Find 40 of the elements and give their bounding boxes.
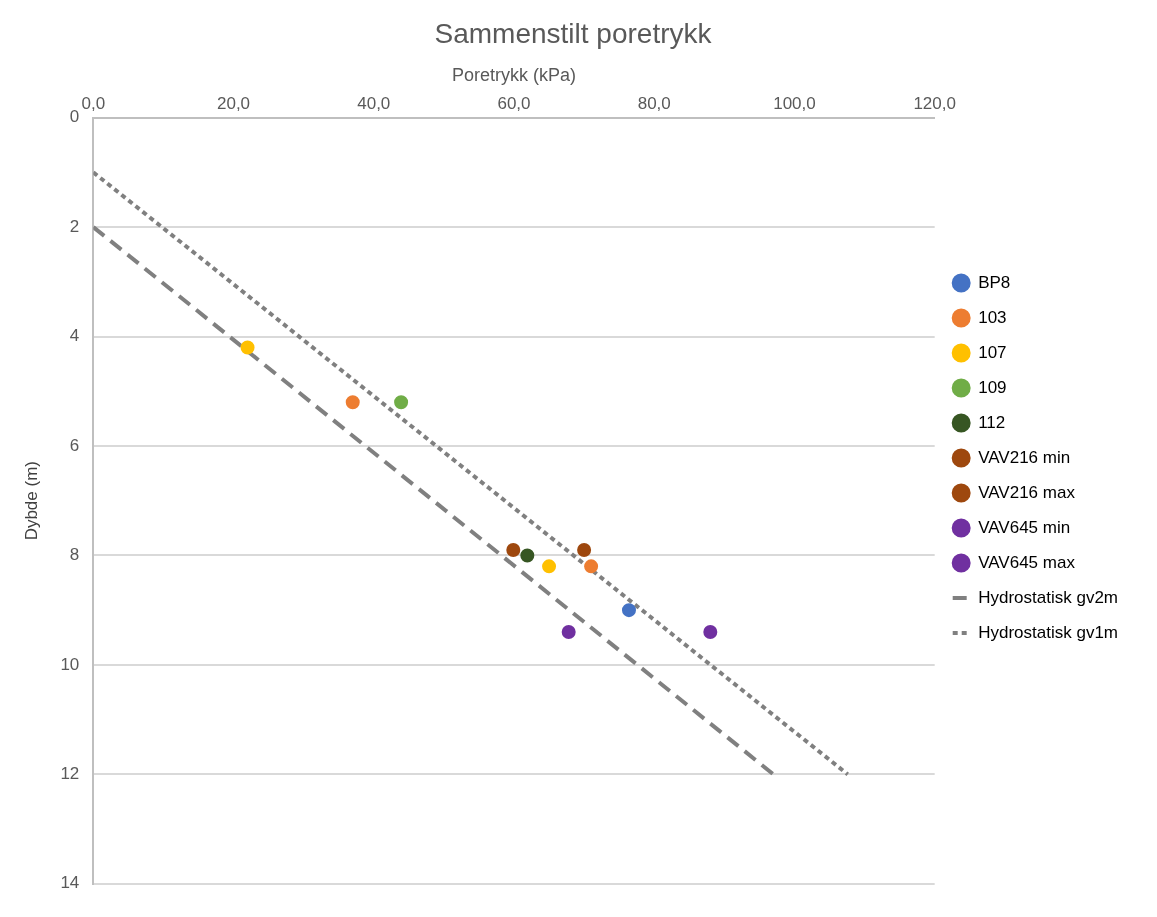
y-tick-label: 14 [60, 873, 80, 893]
legend-label: VAV216 max [978, 482, 1076, 502]
x-axis-title: Poretrykk (kPa) [451, 65, 577, 86]
legend-label: 112 [978, 412, 1006, 432]
x-tick-label: 100,0 [773, 94, 816, 114]
point [394, 395, 409, 410]
legend-label: VAV645 min [978, 517, 1071, 537]
y-tick-label: 2 [69, 216, 80, 236]
point [520, 548, 535, 563]
point [577, 542, 592, 557]
x-tick-label: 60,0 [497, 94, 531, 114]
legend-label: VAV216 min [978, 447, 1071, 467]
x-tick-label: 80,0 [637, 94, 671, 114]
point [584, 559, 599, 574]
legend-label: Hydrostatisk gv2m [978, 587, 1119, 607]
y-tick-label: 4 [69, 326, 80, 346]
point [240, 340, 255, 355]
x-tick-label: 120,0 [913, 94, 956, 114]
x-tick-label: 20,0 [216, 94, 251, 114]
legend-label: 107 [978, 342, 1007, 362]
y-tick-label: 10 [60, 654, 80, 674]
y-tick-label: 12 [60, 764, 80, 784]
point [506, 542, 521, 557]
legend-label: 109 [978, 377, 1007, 397]
point [561, 625, 576, 640]
chart-title: Sammenstilt poretrykk [434, 17, 713, 49]
legend-label: VAV645 max [978, 552, 1076, 572]
y-tick-label: 6 [69, 435, 80, 455]
point [542, 559, 557, 574]
point [703, 625, 718, 640]
x-tick-label: 0,0 [81, 94, 106, 114]
point [621, 603, 636, 618]
y-tick-label: 8 [69, 545, 80, 565]
y-tick-label: 0 [69, 107, 80, 127]
y-axis-title: Dybde (m) [21, 461, 41, 541]
legend-label: Hydrostatisk gv1m [978, 622, 1119, 642]
legend-label: 103 [978, 307, 1007, 327]
x-tick-label: 40,0 [357, 94, 391, 114]
legend-label: BP8 [978, 272, 1011, 292]
point [345, 395, 360, 410]
